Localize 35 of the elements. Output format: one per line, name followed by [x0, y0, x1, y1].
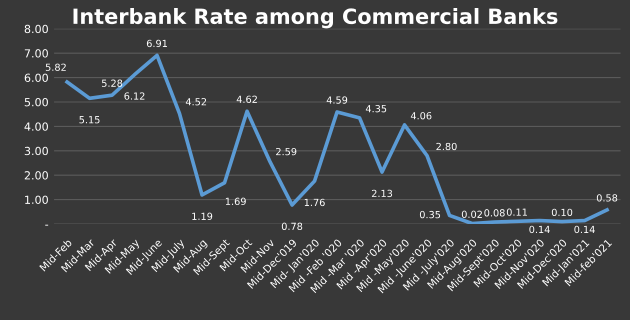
data-label: 0.02 [462, 210, 482, 218]
y-tick-label: 4.00 [24, 122, 48, 131]
y-tick-label: 3.00 [24, 146, 48, 156]
data-label: 0.78 [282, 222, 302, 230]
y-tick-label: 8.00 [24, 24, 48, 34]
data-label: 1.19 [192, 212, 212, 220]
data-label: 0.14 [529, 226, 550, 234]
y-tick-label: 7.00 [24, 49, 48, 58]
data-label: 2.13 [372, 190, 392, 198]
data-label: 4.06 [410, 112, 432, 120]
chart-title: Interbank Rate among Commercial Banks [74, 8, 558, 28]
data-label: 5.28 [102, 80, 122, 87]
data-label: 5.15 [79, 116, 100, 124]
data-label: 4.52 [186, 98, 206, 106]
data-label: 4.59 [326, 96, 348, 104]
data-label: 1.76 [304, 198, 325, 206]
data-label: 5.82 [46, 64, 66, 71]
data-label: 0.10 [552, 208, 572, 216]
data-label: 2.59 [276, 148, 296, 156]
data-label: 4.62 [236, 96, 257, 103]
y-tick-label: 1.00 [25, 196, 48, 204]
y-tick-label: 2.00 [24, 171, 48, 180]
y-tick-label: - [45, 224, 48, 226]
data-label: 0.11 [506, 208, 527, 216]
data-label: 1.69 [226, 198, 246, 206]
data-label: 4.35 [366, 104, 386, 112]
data-label: 0.08 [484, 209, 505, 217]
data-label: 0.14 [574, 226, 595, 234]
y-tick-label: 5.00 [24, 98, 48, 106]
data-label: 0.35 [420, 210, 440, 218]
data-label: 0.58 [596, 194, 618, 202]
y-tick-label: 6.00 [24, 74, 48, 82]
data-label: 2.80 [436, 142, 457, 150]
data-label: 6.12 [124, 92, 144, 100]
data-label: 6.91 [146, 40, 167, 48]
